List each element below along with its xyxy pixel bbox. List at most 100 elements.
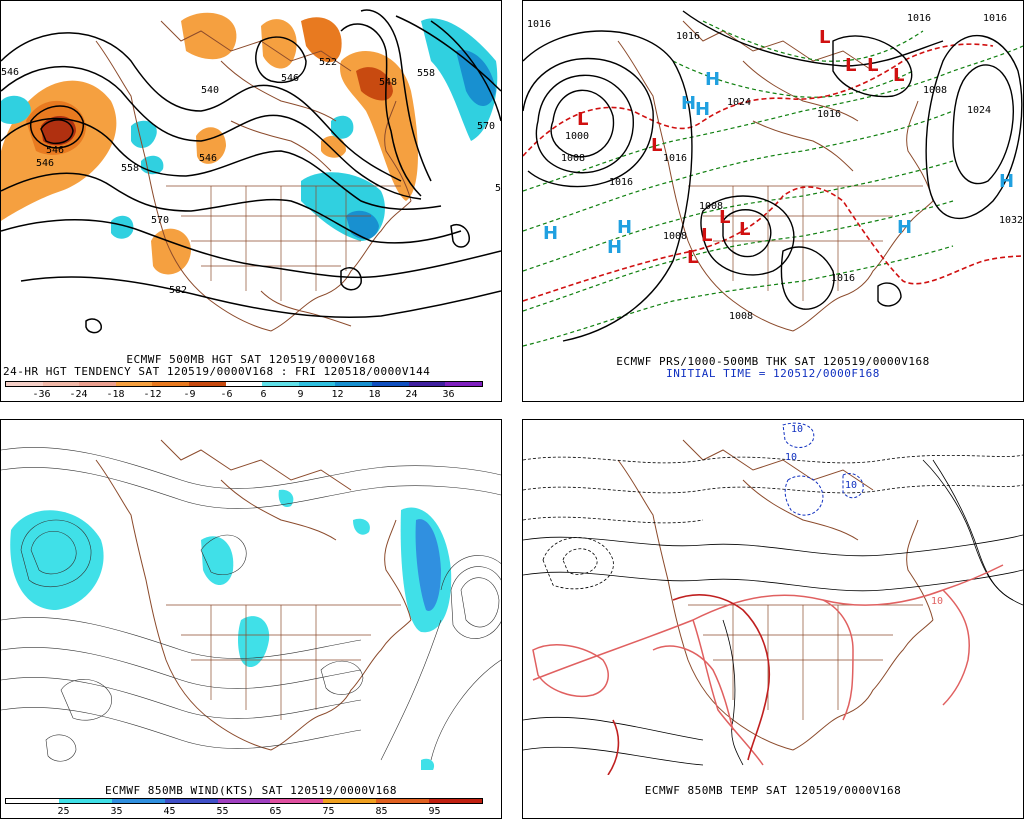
isotherm-label: 10 [791,424,803,435]
contour-label: 546 [281,73,299,84]
low-marker: L [893,65,904,86]
contour-label: 582 [169,285,187,296]
panel-pressure-thickness: 1016 1016 1016 1016 1024 1000 1008 1016 … [522,0,1024,402]
isobar-label: 1016 [609,177,633,188]
map-850mb-wind [1,439,501,770]
isobar-label: 1008 [923,85,947,96]
contour-labels: 546 540 522 546 558 570 546 558 570 582 … [1,57,501,296]
high-marker: H [705,69,720,90]
coastlines [95,439,412,751]
contour-label: 546 [199,153,217,164]
colorbar-tick: -24 [69,389,88,400]
high-marker: H [681,93,696,114]
state-borders [688,185,923,301]
colorbar-tick: 95 [428,806,441,817]
height-fall-shading [1,12,418,275]
panel-caption: ECMWF 850MB WIND(KTS) SAT 120519/0000V16… [104,784,398,797]
colorbar-ticks: 25 35 45 55 65 75 85 95 [5,806,483,817]
colorbar-tick: -12 [143,389,162,400]
map-850mb-temp: 10 10 10 10 [523,422,1023,775]
isobar-label: 1000 [565,131,589,142]
contour-label: 546 [46,145,64,156]
panel-subcaption: INITIAL TIME = 120512/0000F168 [666,367,880,380]
isobar-label: 1016 [817,109,841,120]
colorbar-swatch [323,799,377,803]
coastlines [617,439,934,751]
isobar-label: 1016 [907,13,931,24]
isobar-label: 1016 [831,273,855,284]
isobar-label: 1008 [663,231,687,242]
low-marker: L [687,247,698,268]
isotherms [523,459,1023,766]
panel-caption: ECMWF PRS/1000-500MB THK SAT 120519/0000… [616,355,930,368]
colorbar-swatch [298,382,336,386]
low-marker: L [739,219,750,240]
colorbar-swatch [164,799,218,803]
panel-caption: ECMWF 500MB HGT SAT 120519/0000V168 [126,353,376,366]
panel-500mb-height: 546 540 522 546 558 570 546 558 570 582 … [0,0,502,402]
panel-850mb-wind: ECMWF 850MB WIND(KTS) SAT 120519/0000V16… [0,419,502,819]
isobar-label: 1008 [561,153,585,164]
isobar-label: 1008 [729,311,753,322]
height-rise-shading [1,18,498,241]
colorbar-swatch [189,382,226,386]
colorbar-tick: 9 [297,389,304,400]
colorbar-tick: 55 [216,806,229,817]
colorbar-swatch [408,382,446,386]
contour-label: 522 [319,57,337,68]
isobar-label: 1016 [983,13,1007,24]
colorbar-tick: 18 [368,389,381,400]
colorbar-tick: -18 [106,389,125,400]
colorbar-tick: 24 [405,389,418,400]
contour-label: 546 [1,67,19,78]
colorbar-tick: 45 [163,806,176,817]
isobar-label: 1024 [967,105,991,116]
colorbar-tick: 12 [331,389,344,400]
isotherm-label: 10 [931,596,943,607]
isobar-label: 1016 [663,153,687,164]
tendency-colorbar [5,381,483,387]
low-marker: L [719,207,730,228]
state-borders [166,185,401,301]
colorbar-swatch [335,382,373,386]
contour-label: 5 [495,183,501,194]
streamlines [1,447,501,762]
contour-label: 540 [201,85,219,96]
panel-850mb-temp: 10 10 10 10 ECMWF 850MB TEMP SAT 120519/… [522,419,1024,819]
colorbar-swatch [115,382,153,386]
colorbar-swatch [42,382,80,386]
colorbar-swatch [6,382,43,386]
isobar-labels: 1016 1016 1016 1016 1024 1000 1008 1016 … [527,13,1023,322]
low-marker: L [577,109,588,130]
low-marker: L [819,27,830,48]
coastlines [617,20,934,332]
low-pressure-centers: L L L L L L L L L L [577,27,904,268]
colorbar-tick: 85 [375,806,388,817]
high-marker: H [999,171,1014,192]
colorbar-swatch [79,382,116,386]
colorbar-tick: 36 [442,389,455,400]
low-marker: L [845,55,856,76]
isotherm-label: 10 [845,480,857,491]
high-marker: H [543,223,558,244]
high-pressure-centers: H H H H H H H H [543,69,1014,258]
isobar-label: 1008 [699,201,723,212]
thickness-contours [523,20,1023,347]
warm-isotherms [532,564,1004,766]
colorbar-swatch [270,799,324,803]
colorbar-tick: -9 [183,389,196,400]
cold-pool-isotherms [782,422,864,516]
contour-label: 570 [151,215,169,226]
contour-label: 558 [121,163,139,174]
colorbar-swatch [376,799,430,803]
colorbar-ticks: -36 -24 -18 -12 -9 -6 6 9 12 18 24 36 [5,389,483,400]
thickness-540-line [523,43,1023,302]
isobar-label: 1024 [727,97,751,108]
state-borders [688,604,923,720]
colorbar-tick: 25 [57,806,70,817]
isobar-label: 1016 [527,19,551,30]
wind-colorbar [5,798,483,804]
low-marker: L [701,225,712,246]
low-marker: L [651,135,662,156]
isotherm-label: 10 [785,452,797,463]
